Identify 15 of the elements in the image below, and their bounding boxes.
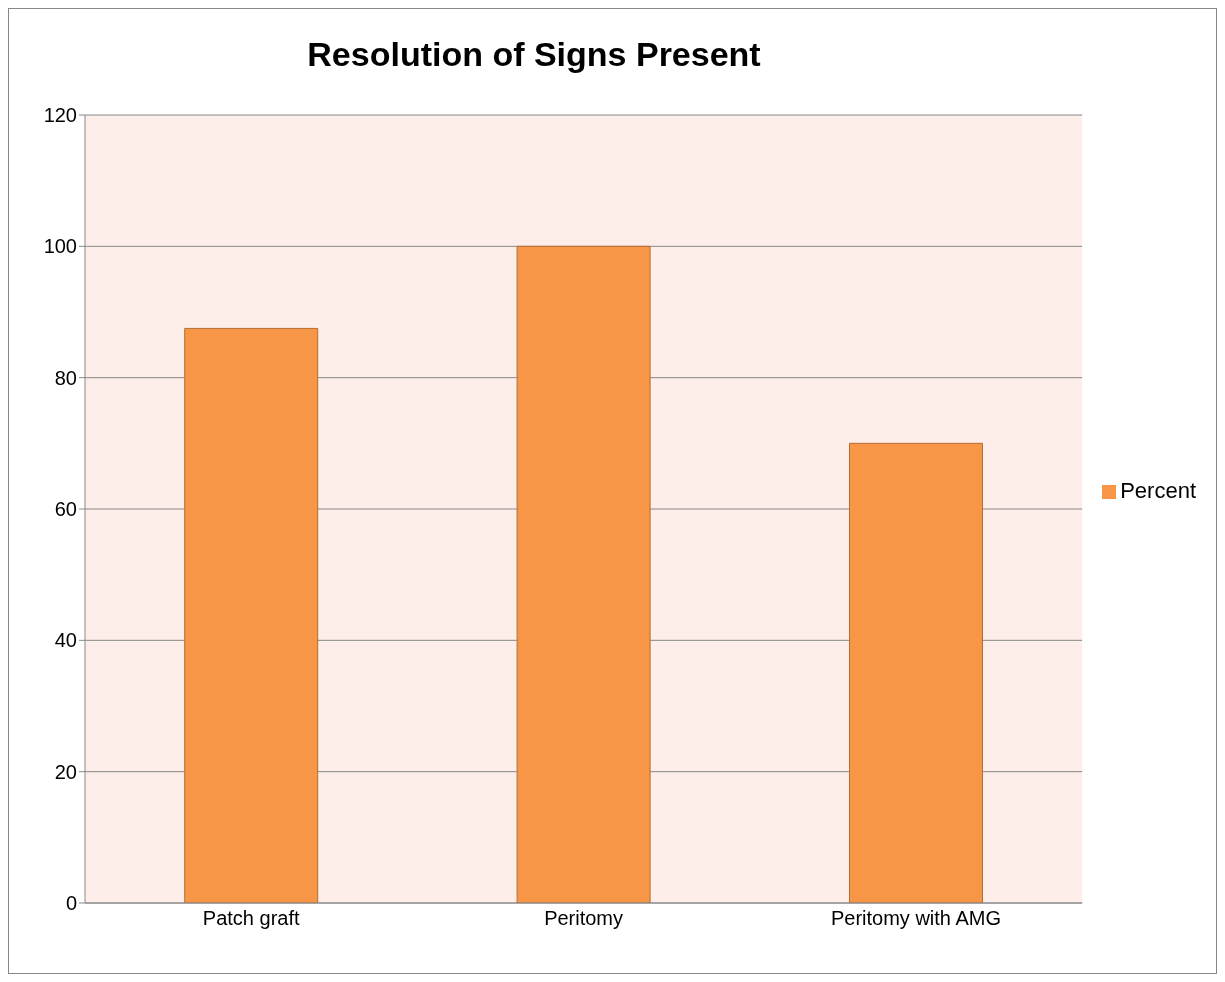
y-tick-label: 20 xyxy=(54,760,77,783)
y-tick-label: 100 xyxy=(43,235,77,258)
y-tick-label: 60 xyxy=(54,498,77,521)
chart-title: Resolution of Signs Present xyxy=(306,35,762,74)
y-tick-label: 40 xyxy=(54,629,77,652)
y-tick-label: 0 xyxy=(65,892,77,915)
x-tick-label: Peritomy xyxy=(544,907,624,930)
x-tick-label: Peritomy with AMG xyxy=(830,907,1001,930)
y-tick-label: 120 xyxy=(43,104,77,127)
x-tick-label: Patch graft xyxy=(202,907,300,930)
y-tick-label: 80 xyxy=(54,366,77,389)
bar xyxy=(184,327,319,903)
bar xyxy=(516,245,651,903)
bar xyxy=(849,442,983,903)
legend-label: Percent xyxy=(1120,478,1196,503)
